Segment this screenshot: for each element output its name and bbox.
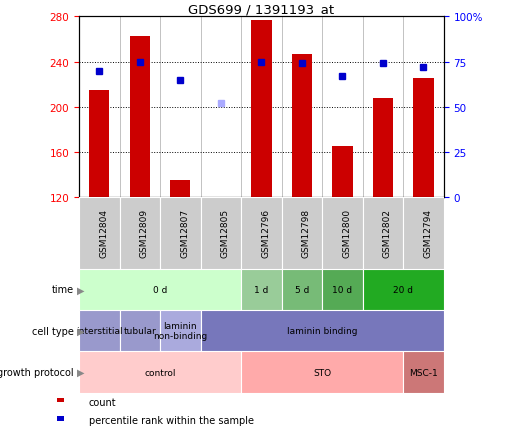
Bar [362,197,403,269]
Text: growth protocol: growth protocol [0,367,74,377]
Text: STO: STO [313,368,330,377]
Text: 20 d: 20 d [392,285,412,294]
Bar [403,352,443,393]
Bar [251,21,271,197]
Bar [372,99,392,197]
Text: laminin
non-binding: laminin non-binding [153,321,207,341]
Bar [281,269,322,310]
Text: 1 d: 1 d [253,285,268,294]
Text: 5 d: 5 d [294,285,308,294]
Text: GSM12805: GSM12805 [220,208,230,257]
Text: GSM12800: GSM12800 [342,208,351,257]
Text: cell type: cell type [32,326,74,336]
Text: ▶: ▶ [76,326,84,336]
Text: count: count [89,397,116,407]
Bar [322,269,362,310]
Bar [79,310,119,352]
Text: GSM12798: GSM12798 [301,208,310,257]
Bar [119,197,160,269]
Text: control: control [144,368,176,377]
Bar [241,197,281,269]
Title: GDS699 / 1391193_at: GDS699 / 1391193_at [188,3,334,16]
Text: laminin binding: laminin binding [287,326,357,335]
Bar [362,269,443,310]
Bar [79,197,119,269]
Bar [403,197,443,269]
Text: time: time [52,285,74,295]
Bar [241,269,281,310]
Bar [160,197,200,269]
Bar [332,147,352,197]
Bar [89,91,109,197]
Bar [160,310,200,352]
Bar [79,269,241,310]
Text: tubular: tubular [123,326,156,335]
Bar [58,398,64,402]
Bar [200,197,241,269]
Text: GSM12794: GSM12794 [422,208,432,257]
Text: 0 d: 0 d [153,285,167,294]
Bar [412,79,433,197]
Text: ▶: ▶ [76,285,84,295]
Bar [58,417,64,421]
Bar [119,310,160,352]
Bar [322,197,362,269]
Text: GSM12796: GSM12796 [261,208,270,257]
Text: MSC-1: MSC-1 [408,368,437,377]
Bar [170,181,190,197]
Text: 10 d: 10 d [332,285,352,294]
Bar [200,310,443,352]
Bar [281,197,322,269]
Text: GSM12809: GSM12809 [139,208,149,257]
Text: GSM12804: GSM12804 [99,208,108,257]
Bar [79,352,241,393]
Bar [129,36,150,197]
Text: ▶: ▶ [76,367,84,377]
Text: GSM12807: GSM12807 [180,208,189,257]
Bar [291,55,312,197]
Text: interstitial: interstitial [76,326,122,335]
Text: percentile rank within the sample: percentile rank within the sample [89,415,253,425]
Text: GSM12802: GSM12802 [382,208,391,257]
Bar [241,352,403,393]
